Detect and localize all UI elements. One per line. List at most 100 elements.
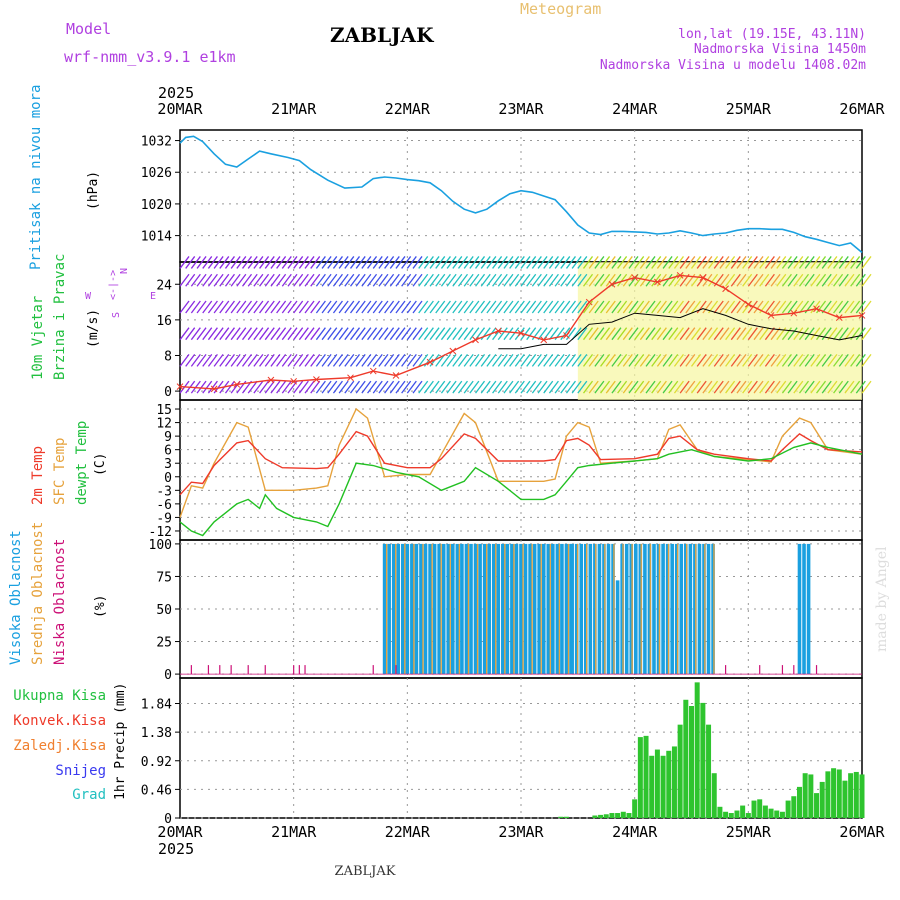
wind-barb [332,353,343,367]
wind-barb [253,256,264,269]
wind-barb [696,327,707,341]
wind-barb [537,380,548,394]
wind-barb [702,256,713,269]
cloud-high-bar [620,543,624,675]
x-tick-label-bottom: 22MAR [385,823,431,841]
wind-barb [634,300,645,314]
wind-barb [770,353,781,367]
cloud-high-bar [428,543,432,675]
y-tick-label: 75 [156,570,172,585]
wind-barb [833,273,844,287]
x-tick-label-top: 23MAR [498,100,544,118]
wind-barb [395,256,406,269]
wind-barb [861,380,872,394]
wind-speed-marker [313,376,320,383]
wind-barb [844,380,855,394]
x-tick-label-bottom: 23MAR [498,823,544,841]
wind-barb [236,273,247,287]
wind-barb [503,300,514,314]
wind-barb [270,300,281,314]
wind-barb [725,353,736,367]
precip-bar [745,813,751,818]
wind-barb [611,327,622,341]
cloud-high-bar [706,543,711,675]
cloud-high-bar [797,543,802,675]
precip-bar [615,813,621,818]
wind-barb [594,327,605,341]
wind-barb [833,353,844,367]
wind-barb [276,380,287,394]
wind-barb [378,256,389,269]
wind-barb [685,353,696,367]
credit-watermark: made by Angel [874,546,890,652]
precip-bar [689,706,694,818]
wind-barb [219,300,230,314]
wind-barb [185,327,196,341]
compass-east: E [150,291,156,302]
wind-barb [185,353,196,367]
wind-barb [213,327,224,341]
y-tick-label: 1026 [141,166,172,181]
wind-barb [361,273,372,287]
wind-barb [241,353,253,367]
precip-bar [603,814,609,818]
cloud-high-bar [414,543,419,675]
wind-barb [435,273,446,287]
wind-barb [384,256,395,269]
wind-barb [514,273,525,287]
compass-arrow: <-|-> [108,270,119,300]
wind-mean-line [498,308,863,350]
wind-barb [690,353,702,367]
wind-speed-marker [585,298,593,306]
wind-ylabel-2: Brzina i Pravac [52,254,68,380]
wind-barb [702,353,713,367]
wind-barb [804,273,815,287]
x-end-year-bottom: 2025 [158,840,194,858]
wind-barb [452,256,463,269]
wind-speed-marker [449,347,457,355]
wind-barb [776,380,787,394]
wind-barb [679,256,690,269]
wind-barb [253,380,264,394]
wind-barb [662,353,673,367]
cloud-high-bar [496,543,501,675]
wind-barb [827,353,838,367]
wind-barb [787,380,798,394]
wind-barb [469,327,480,341]
wind-barb [742,273,753,287]
y-tick-label: 0.46 [141,783,172,798]
wind-barb [412,353,423,367]
wind-barb [526,273,537,287]
wind-barb [821,327,832,341]
wind-barb [463,300,474,314]
wind-barb [452,380,463,394]
y-tick-label: 1032 [141,135,172,150]
wind-barb [759,256,770,269]
wind-barb [457,353,469,367]
wind-barb [594,300,605,314]
cloud-high-bar [684,543,688,675]
wind-barb [349,380,361,394]
wind-barb [565,256,576,269]
cloud-high-bar [564,543,569,675]
wind-barb [690,300,702,314]
model-label: Model [66,20,111,38]
wind-speed-marker [631,274,639,281]
wind-barb [423,273,434,287]
wind-barb [196,353,207,367]
wind-barb [781,273,792,287]
cloud-high-bar [579,543,584,675]
cloud-unit: (%) [93,595,108,618]
wind-barb [361,256,372,269]
wind-barb [463,256,474,269]
cloud-high-bar [670,543,674,675]
wind-barb [287,300,298,314]
wind-barb [588,380,599,394]
y-tick-label: -3 [156,484,172,499]
precip-bar [683,699,689,818]
wind-barb [702,300,713,314]
wind-barb [520,273,531,287]
wind-barb [378,353,389,367]
wind-barb [276,300,287,314]
x-tick-label-top: 26MAR [839,100,885,118]
